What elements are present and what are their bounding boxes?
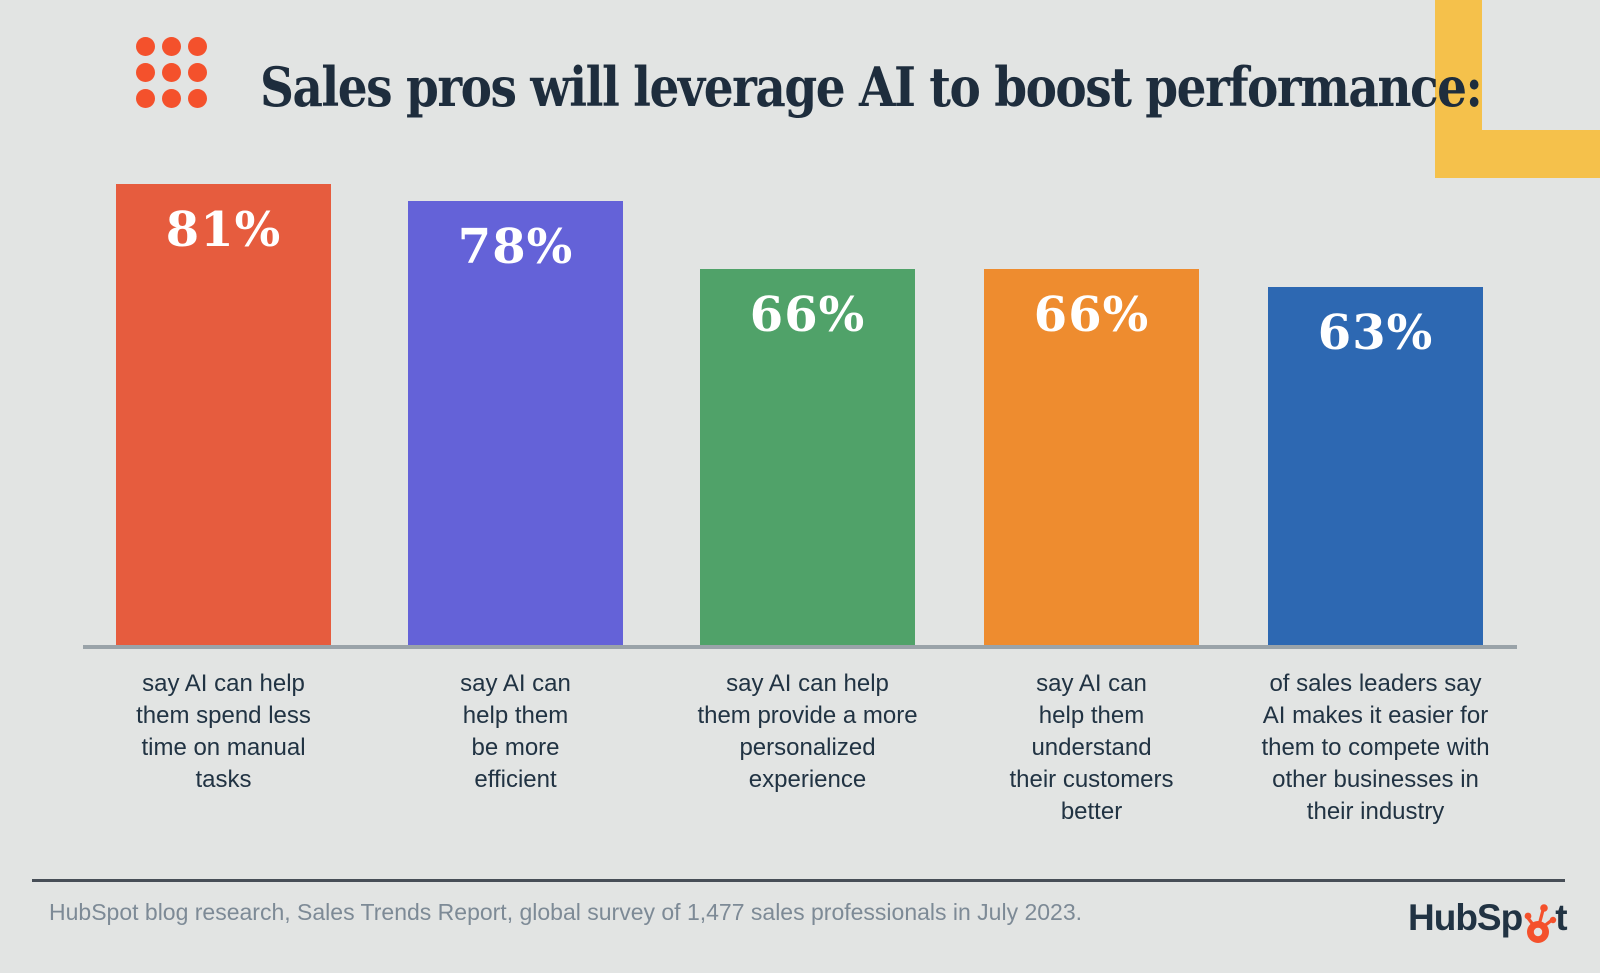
grid-dot	[188, 37, 207, 56]
bar-5: 63%	[1268, 287, 1483, 647]
bar-value-label: 66%	[749, 287, 866, 343]
source-attribution: HubSpot blog research, Sales Trends Repo…	[49, 899, 1083, 925]
bar-value-label: 63%	[1317, 305, 1434, 361]
corner-accent-vertical	[1435, 0, 1482, 178]
bar-category-label: say AI can help them understand their cu…	[1009, 670, 1174, 825]
bar-chart: 81% 78% 66% 66% 63%	[116, 184, 1483, 647]
grid-dot	[162, 37, 181, 56]
bar-category-label: say AI can help them provide a more pers…	[697, 670, 918, 793]
bar-1: 81%	[116, 184, 331, 647]
bar-2: 78%	[408, 201, 623, 647]
bar-4: 66%	[984, 269, 1199, 647]
hubspot-logo: HubSp t	[1408, 897, 1568, 943]
dot-grid-decoration	[136, 37, 207, 108]
grid-dot	[188, 63, 207, 82]
grid-dot	[136, 63, 155, 82]
bar-value-label: 66%	[1033, 287, 1150, 343]
bar-category-label: say AI can help them be more efficient	[460, 670, 571, 793]
grid-dot	[162, 63, 181, 82]
bar-category-label: of sales leaders say AI makes it easier …	[1261, 670, 1490, 825]
footer-divider	[32, 879, 1565, 882]
page-title: Sales pros will leverage AI to boost per…	[260, 56, 1483, 120]
hubspot-sprocket-icon	[1524, 904, 1557, 943]
bar-3: 66%	[700, 269, 915, 647]
bar-category-label: say AI can help them spend less time on …	[136, 670, 311, 793]
bar-value-label: 81%	[165, 202, 282, 258]
chart-baseline	[83, 645, 1517, 649]
hubspot-logo-text-before: HubSp	[1408, 897, 1523, 938]
corner-accent-horizontal	[1482, 130, 1600, 178]
hubspot-logo-text-after: t	[1555, 897, 1567, 938]
grid-dot	[136, 89, 155, 108]
grid-dot	[136, 37, 155, 56]
grid-dot	[162, 89, 181, 108]
bar-value-label: 78%	[457, 219, 574, 275]
grid-dot	[188, 89, 207, 108]
